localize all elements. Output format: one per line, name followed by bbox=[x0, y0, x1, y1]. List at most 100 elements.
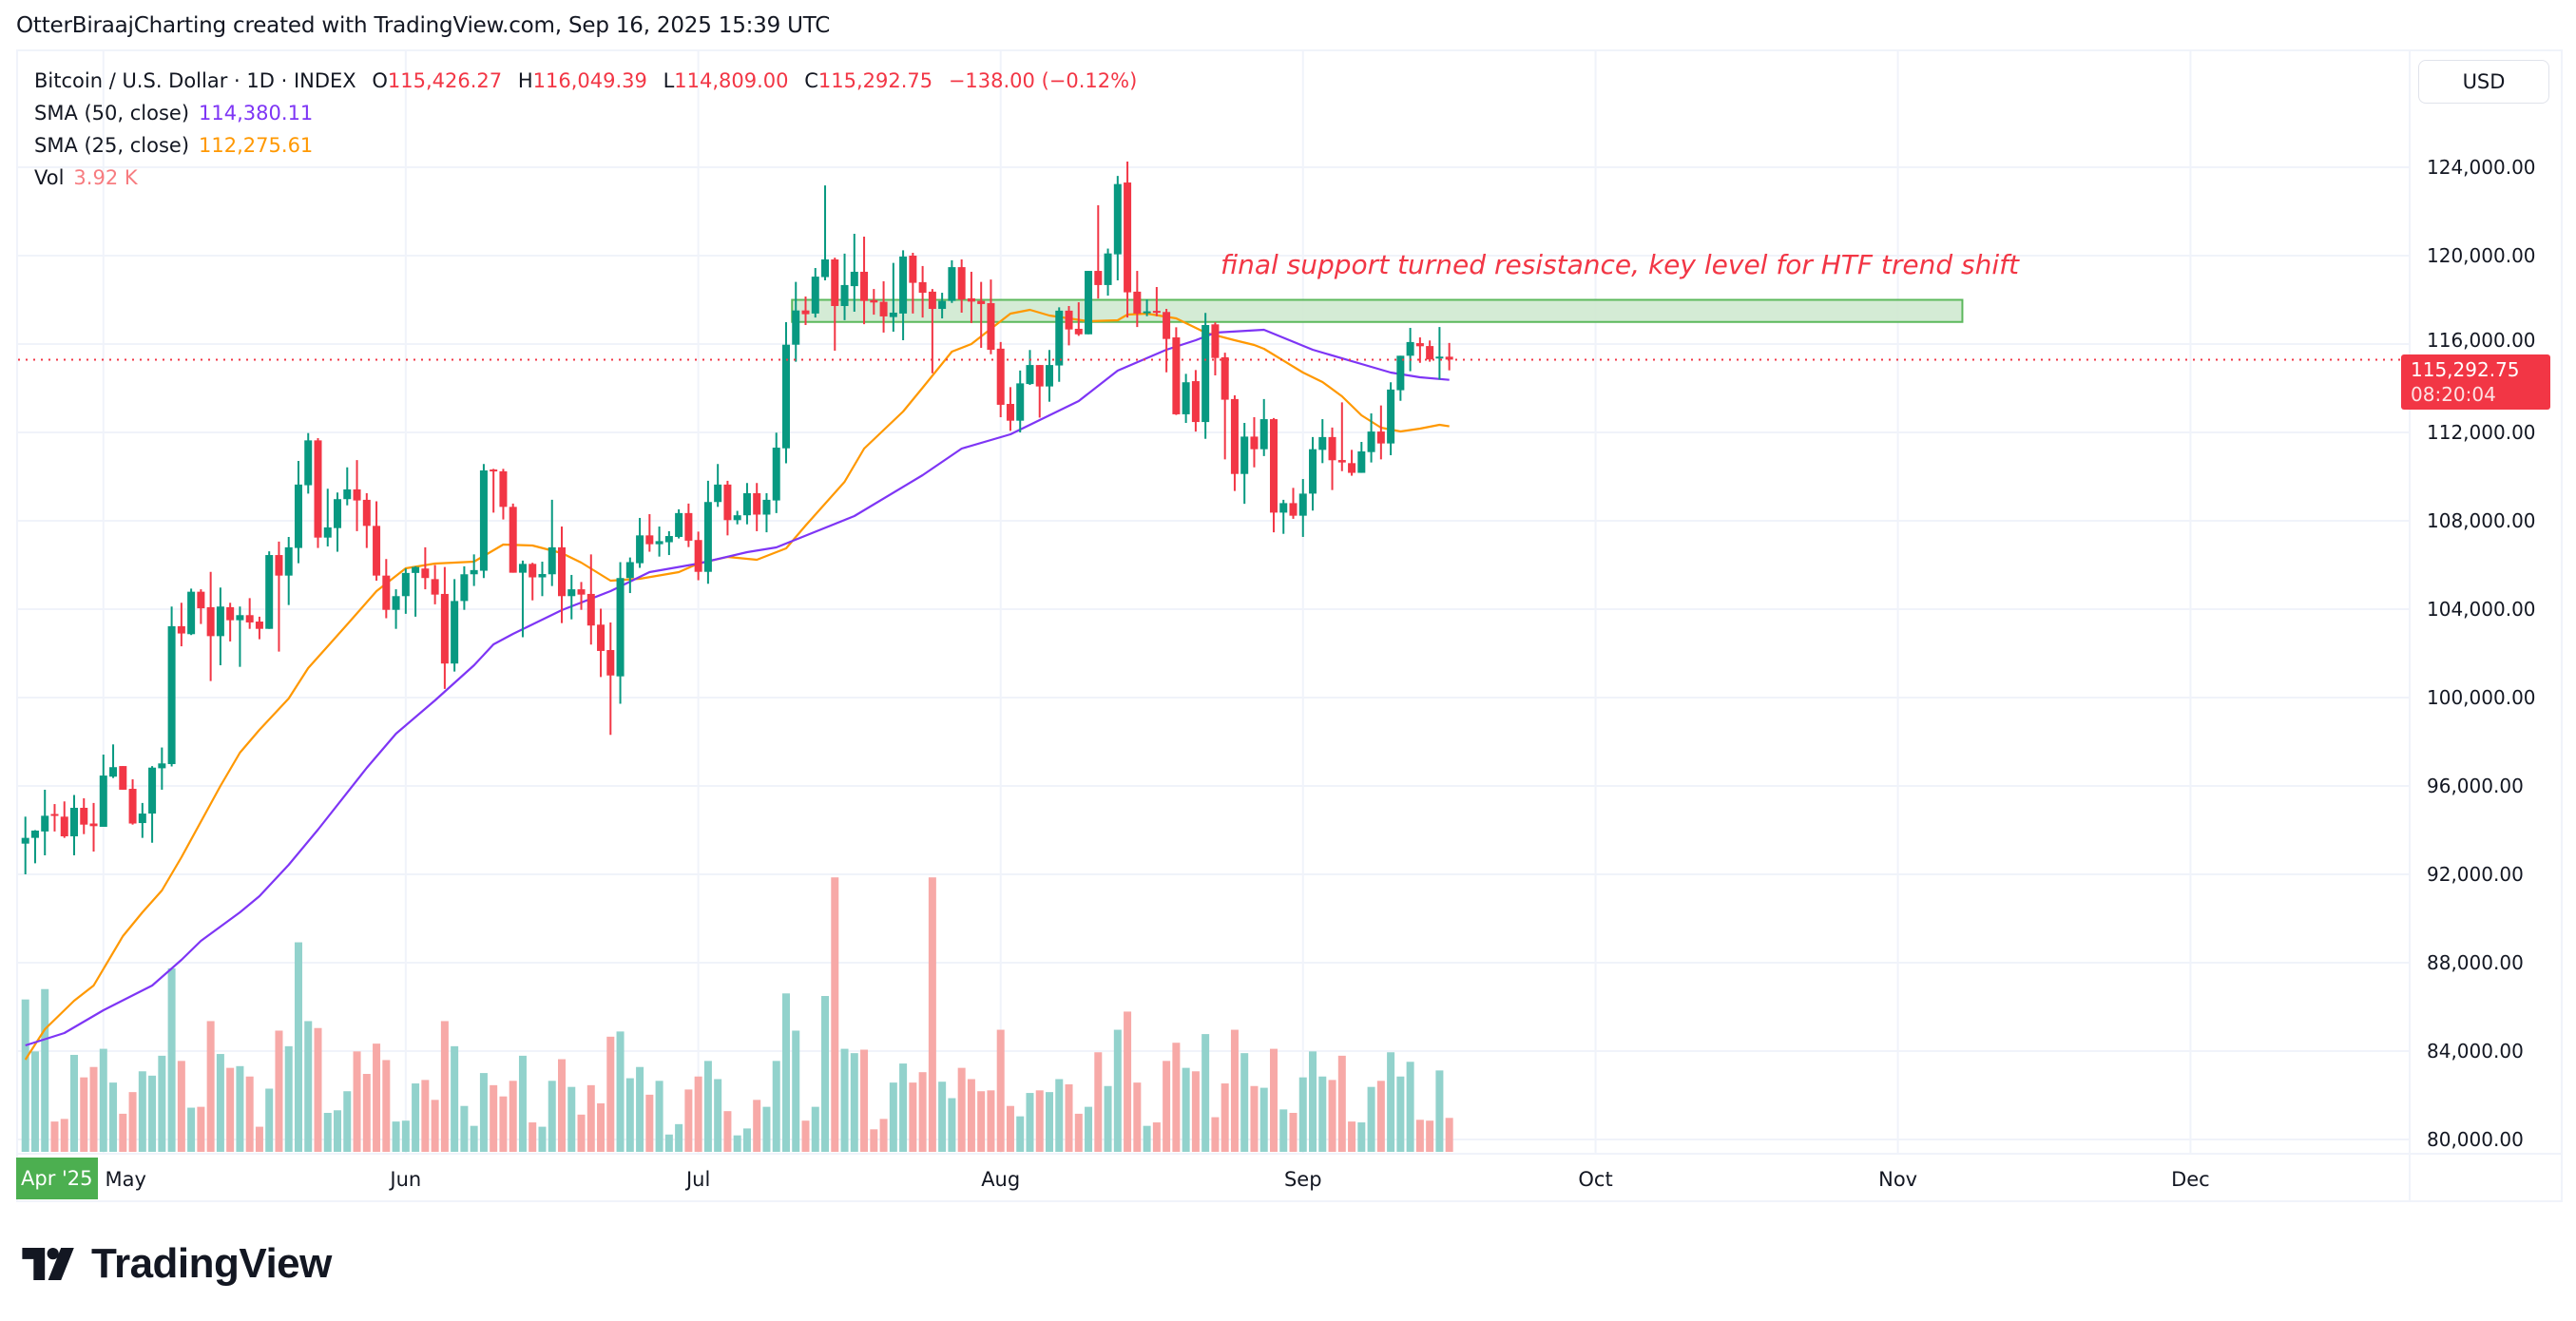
candle-body bbox=[509, 507, 517, 573]
candle bbox=[431, 565, 439, 604]
candle bbox=[1182, 373, 1190, 424]
candle-body bbox=[353, 488, 361, 501]
volume-bar bbox=[1376, 1081, 1385, 1152]
candle-body bbox=[948, 267, 956, 301]
volume-bar bbox=[490, 1084, 498, 1152]
candle bbox=[255, 616, 263, 640]
candle-body bbox=[158, 763, 166, 769]
volume-bar bbox=[451, 1045, 459, 1152]
sma25-value: 112,275.61 bbox=[199, 134, 314, 157]
volume-bar bbox=[109, 1082, 118, 1152]
volume-bar bbox=[821, 996, 830, 1152]
volume-bar bbox=[30, 1051, 39, 1152]
candle bbox=[479, 464, 488, 579]
volume-bar bbox=[938, 1082, 947, 1152]
volume-bar bbox=[586, 1084, 595, 1152]
candle bbox=[401, 568, 410, 614]
price-axis-label: 84,000.00 bbox=[2427, 1040, 2524, 1063]
volume-bar bbox=[509, 1081, 517, 1152]
volume-bar bbox=[187, 1107, 196, 1152]
legend-symbol-row[interactable]: Bitcoin / U.S. Dollar · 1D · INDEX O115,… bbox=[34, 65, 1137, 97]
candle bbox=[21, 816, 29, 874]
candle bbox=[558, 526, 566, 623]
tradingview-logo[interactable]: TradingView bbox=[21, 1240, 332, 1288]
volume-bar bbox=[1259, 1087, 1268, 1152]
volume-bar bbox=[1133, 1082, 1142, 1152]
volume-bar bbox=[1289, 1113, 1298, 1152]
candle bbox=[597, 608, 606, 678]
candle-body bbox=[831, 258, 839, 307]
candle bbox=[723, 480, 732, 536]
legend-sma25-row[interactable]: SMA (25, close) 112,275.61 bbox=[34, 129, 1137, 162]
candle-body bbox=[109, 767, 118, 777]
candle bbox=[860, 237, 869, 325]
candle-body bbox=[30, 830, 39, 838]
volume-bar bbox=[529, 1122, 537, 1152]
candle bbox=[1221, 353, 1229, 460]
candle bbox=[353, 460, 361, 531]
volume-bar bbox=[1367, 1086, 1375, 1152]
candle bbox=[1172, 327, 1181, 415]
candle-body bbox=[558, 546, 566, 597]
volume-bar bbox=[1279, 1109, 1288, 1152]
candle bbox=[158, 747, 166, 790]
volume-bar bbox=[460, 1105, 469, 1152]
candle-body bbox=[1143, 311, 1151, 314]
volume-bar bbox=[781, 993, 790, 1152]
candle-body bbox=[889, 312, 897, 317]
volume-bar bbox=[236, 1065, 244, 1152]
currency-button[interactable]: USD bbox=[2418, 60, 2549, 104]
candle-body bbox=[909, 256, 917, 283]
volume-bar bbox=[1026, 1093, 1034, 1152]
candle-body bbox=[451, 601, 459, 664]
candle bbox=[167, 606, 176, 767]
volume-bar bbox=[226, 1067, 235, 1152]
candle-body bbox=[597, 624, 606, 651]
annotation-text[interactable]: final support turned resistance, key lev… bbox=[1221, 249, 2019, 280]
candle bbox=[470, 554, 478, 586]
candle bbox=[586, 554, 595, 645]
candle-body bbox=[753, 492, 761, 515]
volume-bar bbox=[567, 1086, 576, 1152]
volume-bar bbox=[518, 1055, 527, 1152]
volume-bar bbox=[742, 1128, 751, 1152]
candle-body bbox=[167, 625, 176, 764]
candle bbox=[616, 562, 625, 704]
volume-bar bbox=[80, 1077, 88, 1152]
candle bbox=[1328, 427, 1336, 490]
candle-body bbox=[928, 291, 936, 310]
candle bbox=[1348, 450, 1356, 476]
candle-body bbox=[967, 297, 975, 302]
candle-body bbox=[197, 591, 205, 609]
candle bbox=[41, 789, 49, 856]
candle bbox=[382, 559, 391, 619]
candle-body bbox=[529, 564, 537, 578]
volume-label: Vol bbox=[34, 166, 65, 189]
candle-body bbox=[1065, 310, 1073, 330]
volume-bar bbox=[362, 1074, 371, 1152]
candle bbox=[236, 606, 244, 667]
open-key: O bbox=[372, 69, 388, 92]
candle-body bbox=[733, 515, 741, 521]
volume-bar bbox=[772, 1061, 780, 1152]
legend-volume-row[interactable]: Vol 3.92 K bbox=[34, 162, 1137, 194]
time-axis-label: Sep bbox=[1284, 1168, 1322, 1191]
candle bbox=[1026, 350, 1034, 386]
candle-body bbox=[89, 823, 98, 827]
gridlines bbox=[18, 51, 2561, 1200]
candle-body bbox=[148, 767, 157, 814]
candle-body bbox=[1006, 404, 1014, 421]
candle-body bbox=[918, 281, 927, 294]
legend-sma50-row[interactable]: SMA (50, close) 114,380.11 bbox=[34, 97, 1137, 129]
candle-body bbox=[128, 789, 137, 824]
candle-body bbox=[518, 564, 527, 573]
candle-body bbox=[138, 814, 146, 824]
candle bbox=[148, 766, 157, 843]
volume-bar bbox=[1348, 1121, 1356, 1152]
volume-bar bbox=[577, 1114, 586, 1152]
resistance-zone-rect[interactable] bbox=[791, 298, 1964, 323]
candle bbox=[1259, 398, 1268, 456]
volume-bar bbox=[1406, 1062, 1414, 1152]
volume-bar bbox=[158, 1055, 166, 1152]
